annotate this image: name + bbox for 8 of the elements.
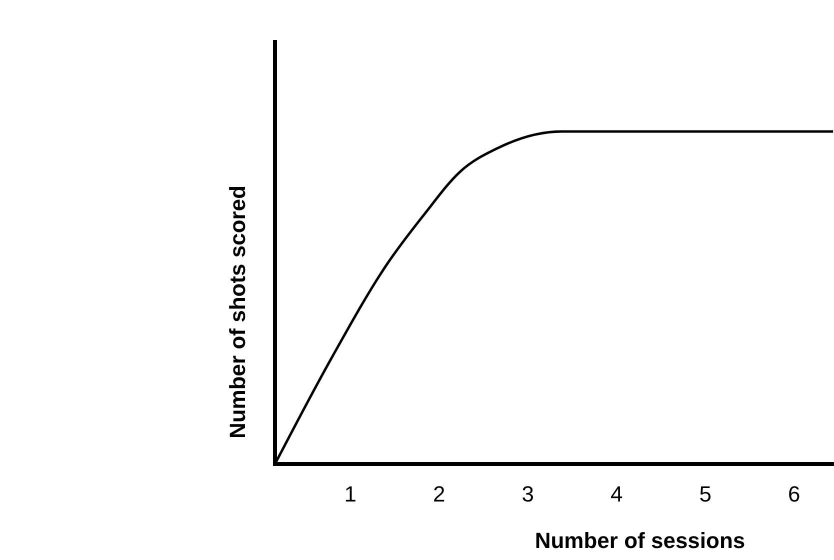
x-tick-label: 3 <box>522 482 534 507</box>
x-tick-label: 2 <box>433 482 446 507</box>
x-axis-title: Number of sessions <box>534 528 746 553</box>
x-tick-label: 4 <box>610 482 623 507</box>
x-tick-label: 1 <box>344 482 357 507</box>
x-tick-label: 5 <box>699 482 712 507</box>
x-tick-label: 6 <box>788 482 800 507</box>
y-axis-title: Number of shots scored <box>225 185 250 439</box>
